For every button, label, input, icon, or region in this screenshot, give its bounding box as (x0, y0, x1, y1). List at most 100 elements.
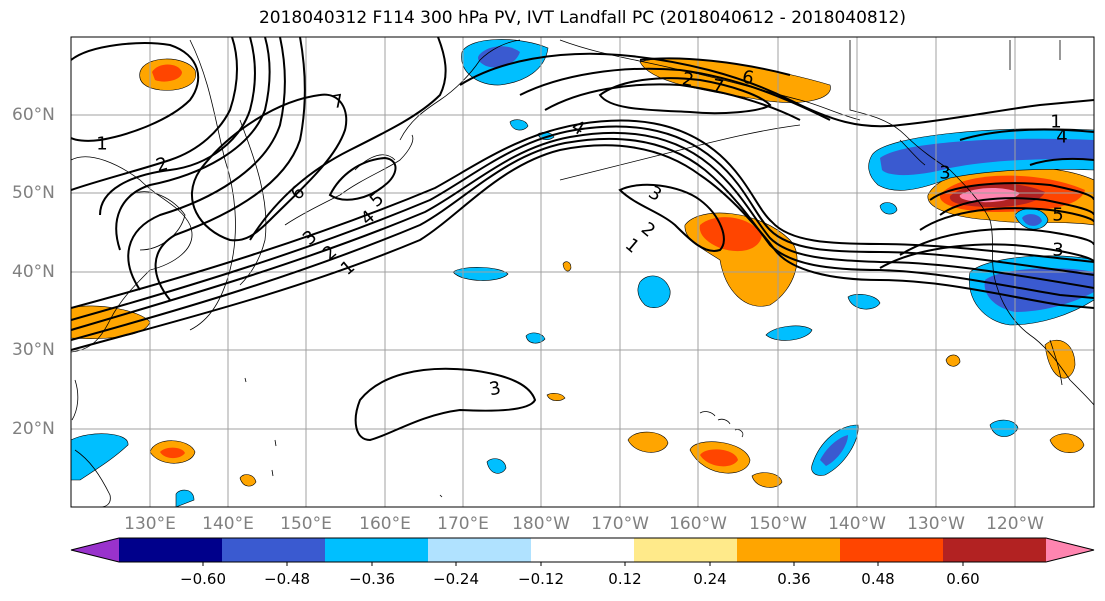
contour-label: 4 (1056, 126, 1068, 148)
pv-contour (71, 119, 1094, 309)
coastline (1049, 339, 1063, 386)
fill-positive (239, 474, 257, 487)
fill-negative (71, 433, 129, 481)
map-frame (70, 36, 1095, 508)
fill-positive (1049, 433, 1085, 453)
longitude-label: 160°W (669, 514, 727, 534)
colorbar-outline (70, 537, 1095, 563)
latitude-label: 20°N (12, 419, 55, 439)
pv-contour (459, 52, 1094, 128)
longitude-label: 140°E (202, 514, 254, 534)
pv-contour (1029, 157, 1094, 166)
longitude-label: 140°W (828, 514, 886, 534)
pv-contour (879, 243, 1094, 269)
pv-contour (519, 67, 831, 121)
colorbar-tick-label: 0.60 (946, 570, 980, 588)
fill-negative (509, 119, 529, 131)
pv-contour (959, 128, 1094, 141)
colorbar (70, 537, 1095, 566)
colorbar-tick-label: 0.12 (608, 570, 642, 588)
fill-positive (160, 447, 185, 459)
colorbar-tick-label: 0.36 (777, 570, 811, 588)
pv-contour (618, 183, 725, 252)
pv-contour (919, 207, 1094, 231)
pv-contour (939, 197, 1094, 216)
contour-label: 3 (939, 162, 951, 184)
colorbar-tick-label: −0.12 (518, 570, 564, 588)
coastline (284, 134, 414, 226)
fill-negative (525, 332, 546, 344)
pv-contour (544, 83, 801, 121)
fill-positive (751, 472, 783, 488)
fill-negative (452, 267, 509, 281)
latitude-label: 40°N (12, 262, 55, 282)
fill-negative (984, 268, 1094, 312)
contour-label: 5 (1052, 204, 1064, 226)
coastline (559, 124, 801, 181)
fill-negative (637, 275, 671, 309)
pv-contour (71, 144, 1094, 351)
contour-label: 1 (1050, 111, 1062, 133)
pv-contour (249, 37, 447, 241)
colorbar-segment (737, 538, 841, 562)
colorbar-segment (428, 538, 532, 562)
coastline (71, 156, 193, 353)
colorbar-segment (325, 538, 429, 562)
pv-contour (328, 156, 397, 201)
coastline (849, 40, 1094, 406)
fill-positive (627, 431, 669, 453)
fill-negative (820, 435, 848, 466)
pv-contour (354, 367, 537, 442)
coastline (899, 139, 926, 166)
latitude-label: 50°N (12, 183, 55, 203)
colorbar-segment (840, 538, 944, 562)
fill-positive (152, 64, 182, 82)
fill-negative (478, 46, 520, 68)
pv-contour (71, 125, 1094, 321)
coastline (189, 39, 236, 331)
pv-contour (115, 37, 271, 251)
longitude-label: 150°W (749, 514, 807, 534)
colorbar-tick-label: −0.48 (264, 570, 310, 588)
pv-contour (71, 37, 238, 191)
longitude-label: 170°E (437, 514, 489, 534)
pv-contour (71, 42, 200, 142)
colorbar-tick-label: −0.24 (433, 570, 479, 588)
colorbar-tick-label: 0.24 (693, 570, 727, 588)
pv-contour (899, 228, 1094, 256)
fill-negative (879, 202, 898, 215)
pv-contour (71, 137, 1094, 341)
fill-negative (1022, 214, 1042, 226)
coastline (71, 379, 79, 421)
pv-contour (99, 37, 256, 216)
coastline (1009, 40, 1061, 70)
colorbar-segment (119, 538, 223, 562)
coastline (244, 377, 443, 498)
pv-contour (639, 57, 791, 76)
pv-contour (190, 93, 348, 242)
fill-positive (945, 354, 961, 367)
longitude-label: 170°W (591, 514, 649, 534)
coastline (74, 449, 111, 507)
pv-contour (71, 131, 1094, 331)
coastline (129, 191, 186, 251)
fill-negative (989, 419, 1019, 437)
fill-positive (546, 393, 566, 401)
fill-positive (700, 449, 738, 467)
fill-positive (699, 217, 762, 252)
longitude-label: 130°W (907, 514, 965, 534)
contour-label: 3 (1052, 239, 1064, 261)
pv-contour (598, 77, 772, 115)
colorbar-tick-label: 0.48 (861, 570, 895, 588)
fill-positive (562, 261, 572, 272)
colorbar-segment (222, 538, 326, 562)
colorbar-extend-high (1046, 538, 1094, 562)
colorbar-tick-label: −0.36 (349, 570, 395, 588)
longitude-label: 150°E (280, 514, 332, 534)
colorbar-extend-low (71, 538, 119, 562)
colorbar-segment (531, 538, 635, 562)
latitude-label: 30°N (12, 340, 55, 360)
fill-negative (175, 489, 195, 507)
map-title: 2018040312 F114 300 hPa PV, IVT Landfall… (258, 8, 906, 28)
